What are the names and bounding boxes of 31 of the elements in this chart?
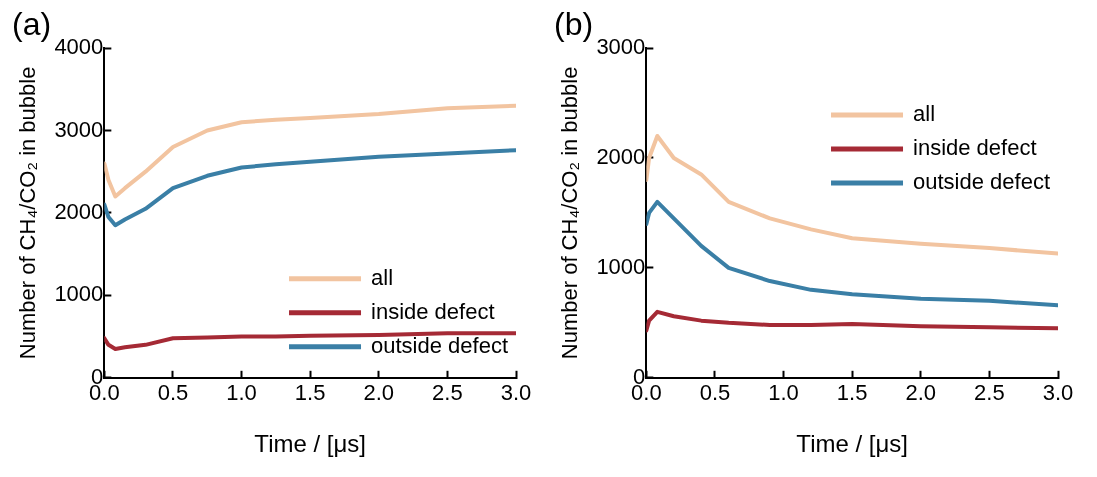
x-tick-label: 1.0 xyxy=(226,380,257,406)
legend-label: all xyxy=(913,101,936,127)
x-tick-label: 3.0 xyxy=(1042,380,1074,406)
legend-label: inside defect xyxy=(913,135,1037,161)
legend-label: outside defect xyxy=(371,332,508,358)
legend-label: all xyxy=(371,264,394,290)
x-tick-label: 0.5 xyxy=(699,380,731,406)
legend-label: inside defect xyxy=(371,298,495,324)
y-tick-label: 1000 xyxy=(596,253,646,279)
x-tick-label: 0.5 xyxy=(157,380,189,406)
y-tick-label: 2000 xyxy=(54,198,104,224)
y-tick-label: 3000 xyxy=(54,116,104,142)
x-tick-label: 1.5 xyxy=(294,380,326,406)
chart-title: (b) xyxy=(554,5,594,42)
x-tick-label: 2.5 xyxy=(432,380,463,406)
x-axis-title: Time / [μs] xyxy=(254,430,366,458)
y-tick-label: 1000 xyxy=(54,281,104,307)
x-tick-label: 1.0 xyxy=(768,380,799,406)
chart-title: (a) xyxy=(12,5,52,42)
y-axis-title: Number of CH₄/CO₂ in bubble xyxy=(557,66,583,360)
legend-label: outside defect xyxy=(913,169,1050,195)
x-tick-label: 3.0 xyxy=(500,380,532,406)
x-tick-label: 1.5 xyxy=(836,380,868,406)
y-tick-label: 4000 xyxy=(54,34,104,60)
x-tick-label: 2.5 xyxy=(974,380,1005,406)
y-tick-label: 2000 xyxy=(596,144,646,169)
x-axis-title: Time / [μs] xyxy=(796,430,908,458)
x-tick-label: 2.0 xyxy=(905,380,937,406)
x-tick-label: 2.0 xyxy=(363,380,395,406)
y-tick-label: 3000 xyxy=(596,34,646,60)
y-axis-title: Number of CH₄/CO₂ in bubble xyxy=(15,66,41,360)
